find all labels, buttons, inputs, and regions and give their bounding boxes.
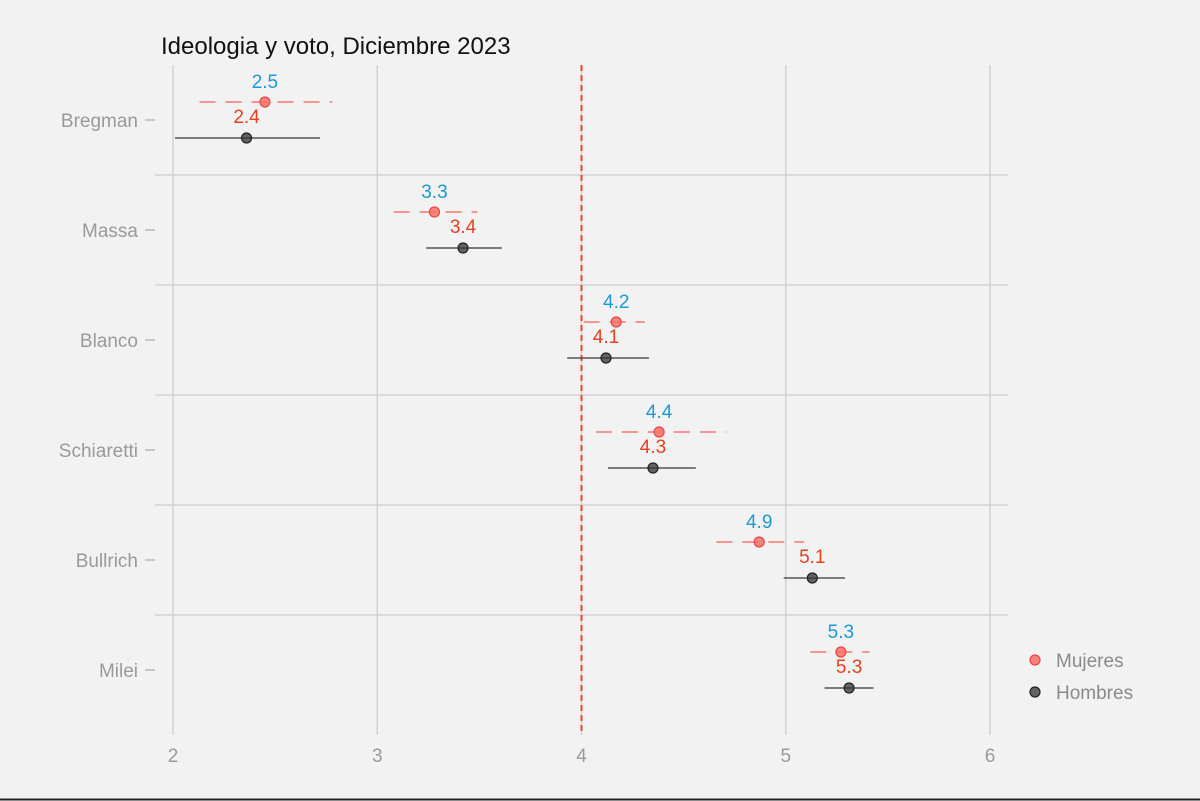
y-tick-label: Bullrich: [76, 551, 138, 572]
data-label-mujeres: 4.4: [646, 402, 673, 423]
data-label-mujeres: 4.2: [603, 292, 629, 313]
x-tick-label: 2: [168, 746, 179, 767]
legend-key-mujeres: [1029, 654, 1041, 666]
legend: Mujeres Hombres: [1029, 651, 1133, 704]
x-tick-label: 3: [372, 746, 383, 767]
data-label-mujeres: 5.3: [828, 622, 854, 643]
point-hombres: [843, 682, 855, 694]
x-tick-label: 6: [985, 746, 996, 767]
point-mujeres: [428, 206, 441, 218]
point-mujeres: [259, 96, 271, 108]
point-mujeres: [610, 316, 622, 328]
y-tick-label: Massa: [82, 221, 138, 242]
x-tick-label: 4: [576, 746, 587, 767]
point-mujeres: [835, 646, 847, 658]
data-label-hombres: 5.3: [836, 657, 862, 678]
point-hombres: [600, 352, 612, 364]
y-tick-label: Bregman: [61, 111, 138, 132]
legend-key-hombres: [1029, 686, 1041, 698]
y-tick-label: Blanco: [80, 331, 138, 352]
y-tick-label: Schiaretti: [59, 441, 138, 462]
point-mujeres: [753, 536, 765, 548]
x-tick-label: 5: [780, 746, 791, 767]
point-hombres: [240, 132, 253, 144]
y-tick-label: Milei: [99, 661, 138, 682]
marks: 2.5 3.3 4.2 4.4 4.9 5.3 2.4 3.4 4.1 4.3 5.1 5.3: [175, 65, 874, 735]
legend-label-mujeres: Mujeres: [1056, 651, 1124, 672]
data-label-mujeres: 2.5: [252, 72, 278, 93]
data-label-mujeres: 3.3: [421, 182, 447, 203]
data-label-hombres: 2.4: [233, 107, 260, 128]
point-hombres: [457, 242, 469, 254]
data-label-hombres: 5.1: [799, 547, 825, 568]
data-label-hombres: 4.1: [593, 327, 619, 348]
point-hombres: [806, 572, 818, 584]
chart-title: Ideologia y voto, Diciembre 2023: [161, 33, 511, 60]
data-label-hombres: 4.3: [640, 437, 666, 458]
point-mujeres: [653, 426, 665, 438]
data-label-hombres: 3.4: [450, 217, 477, 238]
point-hombres: [647, 462, 659, 474]
legend-label-hombres: Hombres: [1056, 683, 1133, 704]
data-label-mujeres: 4.9: [746, 512, 772, 533]
